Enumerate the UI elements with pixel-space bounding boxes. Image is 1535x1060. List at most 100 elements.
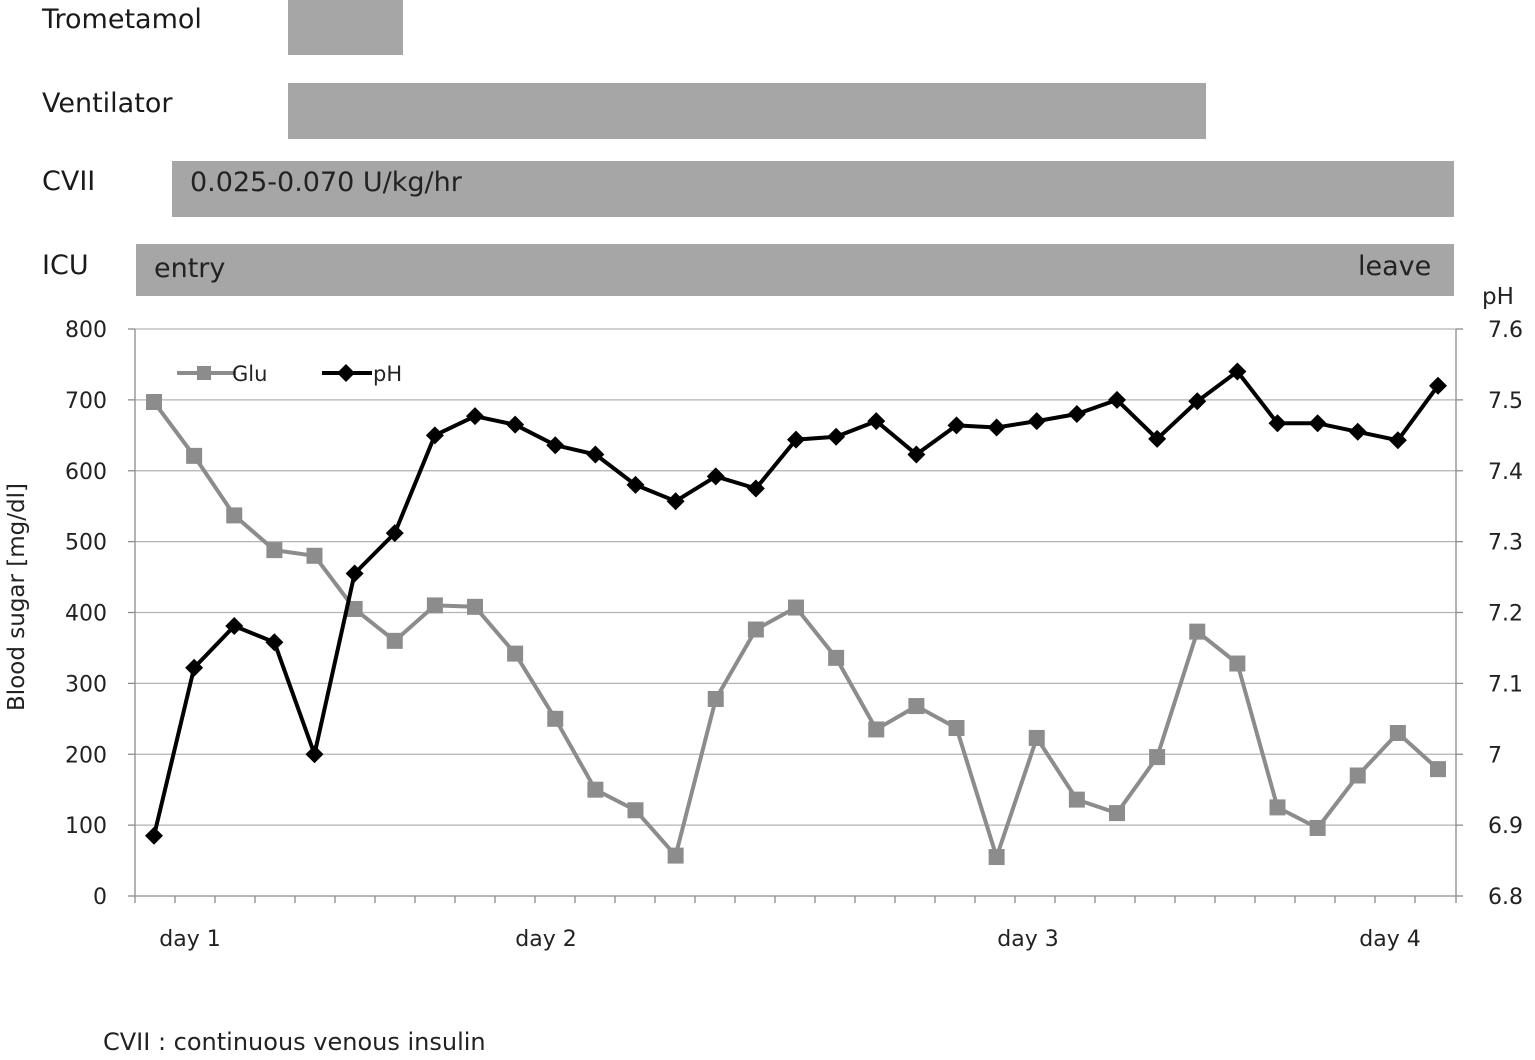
ph-point — [1388, 431, 1407, 450]
glu-point — [667, 847, 684, 864]
right-tick-label: 7.5 — [1488, 389, 1523, 414]
legend-glu-marker — [197, 366, 211, 380]
left-tick-label: 700 — [65, 389, 107, 414]
ph-point — [867, 412, 886, 431]
ph-point — [666, 492, 685, 511]
ventilator-label: Ventilator — [42, 88, 173, 119]
y-axis-left-title: Blood sugar [mg/dl] — [4, 483, 30, 711]
glu-point — [587, 781, 604, 798]
x-tick-label: day 4 — [1359, 927, 1420, 952]
glu-point — [1269, 799, 1286, 816]
glu-point — [346, 600, 363, 617]
ph-point — [265, 633, 284, 652]
left-tick-label: 500 — [65, 531, 107, 556]
glu-point — [1109, 805, 1125, 822]
footnote: CVII : continuous venous insulin — [103, 1028, 486, 1056]
ph-point — [1308, 414, 1327, 433]
glu-point — [1068, 791, 1085, 808]
glu-point — [828, 649, 845, 666]
left-tick-label: 600 — [65, 460, 107, 485]
glu-point — [747, 621, 764, 638]
right-tick-label: 6.8 — [1488, 885, 1523, 910]
ph-point — [385, 524, 404, 543]
x-tick-label: day 1 — [159, 927, 220, 952]
glu-point — [1189, 623, 1206, 640]
glu-point — [788, 599, 804, 616]
icu-label: ICU — [42, 250, 89, 281]
ph-point — [907, 445, 926, 464]
ph-point — [787, 430, 805, 449]
right-tick-label: 7.2 — [1488, 602, 1523, 627]
right-tick-label: 6.9 — [1488, 814, 1523, 839]
ph-point — [626, 475, 645, 494]
left-tick-label: 300 — [65, 672, 107, 697]
ph-point — [1027, 412, 1046, 431]
glu-point — [547, 710, 564, 727]
right-tick-label: 7 — [1488, 743, 1502, 768]
ventilator-bar — [288, 83, 1206, 139]
x-tick-label: day 2 — [515, 927, 576, 952]
ph-point — [947, 416, 966, 435]
ph-point — [1268, 414, 1287, 433]
glu-point — [186, 447, 203, 464]
left-tick-label: 0 — [93, 885, 107, 910]
right-tick-label: 7.6 — [1488, 318, 1523, 343]
ph-point — [1228, 362, 1247, 381]
ph-point — [586, 445, 605, 464]
trometamol-label: Trometamol — [42, 4, 202, 35]
ph-point — [506, 415, 525, 434]
ph-point — [987, 418, 1006, 437]
right-tick-label: 7.1 — [1488, 672, 1523, 697]
ph-point — [1348, 422, 1367, 441]
glu-point — [1229, 655, 1246, 672]
glu-point — [1389, 724, 1406, 741]
glu-point — [1028, 729, 1045, 746]
ph-point — [185, 658, 204, 677]
glu-point — [266, 542, 283, 559]
ph-point — [145, 826, 163, 845]
ph-point — [305, 745, 324, 764]
cvii-label: CVII — [42, 166, 96, 197]
glu-point — [426, 597, 443, 614]
glu-point — [908, 698, 925, 715]
glu-point — [507, 645, 524, 662]
ph-point — [706, 467, 725, 486]
ph-point — [225, 616, 244, 635]
trometamol-bar — [288, 0, 403, 55]
left-tick-label: 800 — [65, 318, 107, 343]
ph-point — [425, 426, 444, 445]
glu-point — [1149, 749, 1166, 766]
glu-point — [948, 720, 965, 737]
glu-point — [146, 394, 162, 411]
glu-point — [707, 690, 724, 707]
icu-leave-text: leave — [1358, 251, 1432, 282]
cvii-dose-text: 0.025-0.070 U/kg/hr — [190, 167, 462, 198]
right-tick-label: 7.4 — [1488, 460, 1523, 485]
ph-point — [1108, 390, 1126, 409]
glu-point — [868, 721, 885, 738]
glu-point — [386, 632, 403, 649]
left-tick-label: 200 — [65, 743, 107, 768]
ph-point — [466, 407, 484, 426]
ph-point — [746, 479, 765, 498]
left-tick-label: 400 — [65, 602, 107, 627]
glu-point — [226, 507, 243, 524]
ph-point — [1188, 392, 1207, 411]
ph-point — [1429, 376, 1447, 395]
glu-point — [988, 849, 1005, 866]
icu-entry-text: entry — [154, 253, 226, 284]
icu-bar — [136, 244, 1454, 296]
ph-point — [546, 436, 565, 455]
cvii-bar — [172, 161, 1454, 217]
x-tick-label: day 3 — [997, 927, 1058, 952]
ph-point — [1067, 405, 1086, 424]
glu-point — [1309, 819, 1326, 836]
glu-point — [467, 598, 483, 615]
legend-ph-label: pH — [373, 362, 402, 386]
ph-point — [345, 564, 364, 583]
legend-ph-marker — [337, 364, 355, 382]
glu-point — [627, 802, 644, 819]
ph-point — [827, 427, 846, 446]
legend-glu-label: Glu — [232, 362, 267, 386]
glu-point — [306, 547, 323, 564]
